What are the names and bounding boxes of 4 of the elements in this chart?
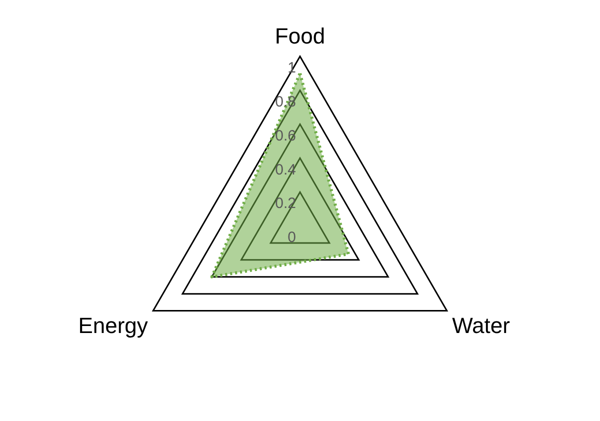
spoke-label: Energy: [78, 313, 148, 338]
spoke-label: Water: [452, 313, 510, 338]
y-tick-label: 0: [288, 229, 296, 246]
spoke-label: Food: [274, 23, 326, 48]
